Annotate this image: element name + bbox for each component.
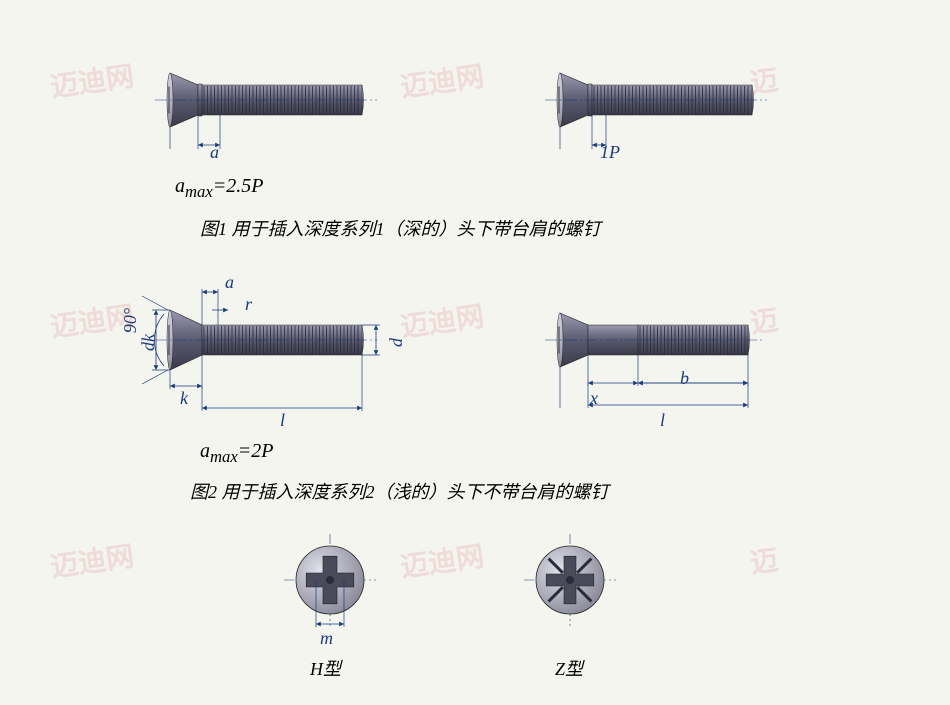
- fig2-dim-r: r: [245, 294, 252, 315]
- fig1-formula: amax=2.5P: [175, 175, 263, 202]
- fig2-dim-dk: dk: [138, 334, 159, 351]
- fig1-dim-a: a: [210, 142, 219, 163]
- fig2-dim-l: l: [280, 410, 285, 431]
- fig2-dim-l2: l: [660, 410, 665, 431]
- fig2-dim-k: k: [180, 388, 188, 409]
- fig2-dim-x: x: [590, 388, 598, 409]
- fig2-dim-90: 90°: [120, 308, 141, 333]
- fig1-caption: 图1 用于插入深度系列1（深的）头下带台肩的螺钉: [200, 215, 601, 241]
- fig2-dim-a: a: [225, 272, 234, 293]
- drive-h-m: m: [320, 628, 333, 649]
- fig2-dim-d: d: [386, 338, 407, 347]
- fig2-dim-b: b: [680, 368, 689, 389]
- fig2-formula: amax=2P: [200, 440, 273, 467]
- diagram-container: a 1P amax=2.5P 图1 用于插入深度系列1（深的）头下带台肩的螺钉 …: [0, 0, 950, 700]
- fig1-dim-1p: 1P: [600, 142, 620, 163]
- drive-h-label: H型: [310, 655, 341, 681]
- drive-z-label: Z型: [555, 655, 583, 681]
- fig2-caption: 图2 用于插入深度系列2（浅的）头下不带台肩的螺钉: [190, 478, 609, 504]
